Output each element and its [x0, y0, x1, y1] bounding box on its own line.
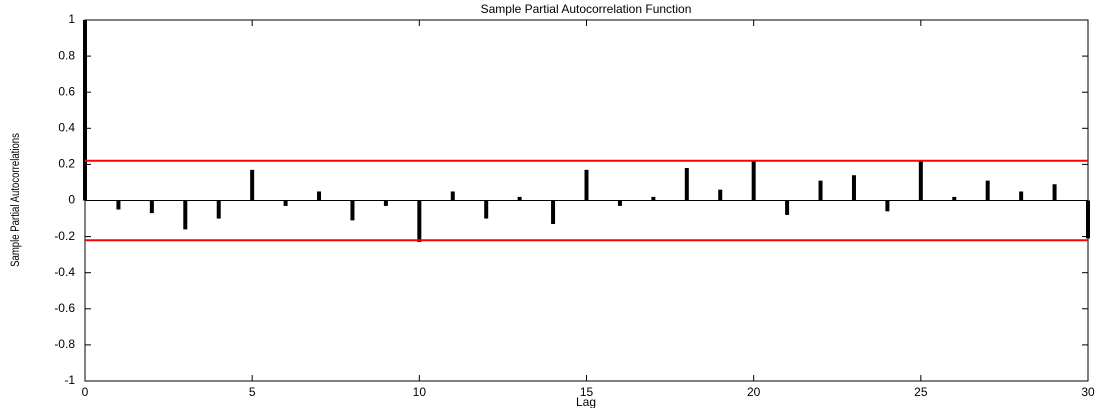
stem — [149, 200, 154, 214]
stem — [985, 180, 990, 201]
x-tick-label: 15 — [580, 385, 594, 399]
y-tick-label: 0.6 — [58, 84, 75, 98]
y-tick-label: -0.8 — [54, 337, 75, 351]
x-tick-label: 25 — [914, 385, 928, 399]
y-tick-label: 1 — [68, 12, 75, 26]
stem — [885, 200, 890, 212]
stem — [517, 196, 522, 201]
y-tick-label: -0.4 — [54, 265, 75, 279]
stem — [1052, 184, 1057, 201]
x-tick-label: 10 — [413, 385, 427, 399]
chart-title: Sample Partial Autocorrelation Function — [481, 2, 692, 16]
stem — [617, 200, 622, 206]
y-tick-label: 0.2 — [58, 157, 75, 171]
stem — [684, 168, 689, 201]
stem — [417, 200, 422, 243]
y-tick-label: 0.8 — [58, 48, 75, 62]
stem — [83, 20, 87, 201]
stem — [484, 200, 489, 219]
stem — [183, 200, 188, 230]
y-tick-label: -0.2 — [54, 229, 75, 243]
stem — [551, 200, 556, 224]
x-tick-label: 0 — [82, 385, 89, 399]
stem — [383, 200, 388, 206]
stem — [450, 191, 455, 201]
stem — [283, 200, 288, 206]
stem — [818, 180, 823, 201]
stem — [584, 169, 589, 201]
y-tick-label: 0 — [68, 193, 75, 207]
y-tick-label: -0.6 — [54, 301, 75, 315]
stem — [851, 175, 856, 201]
stem — [718, 189, 723, 201]
stem — [317, 191, 322, 201]
stem — [1086, 200, 1090, 239]
stem — [350, 200, 355, 221]
x-axis-label: Lag — [576, 395, 596, 408]
y-tick-label: -1 — [64, 373, 75, 387]
stem — [918, 160, 923, 201]
stem — [216, 200, 221, 219]
stem — [785, 200, 790, 215]
stem — [751, 160, 756, 201]
y-tick-label: 0.4 — [58, 120, 75, 134]
stem — [1019, 191, 1024, 201]
stem — [952, 196, 957, 201]
stem — [250, 169, 255, 201]
x-tick-label: 5 — [249, 385, 256, 399]
x-tick-label: 20 — [747, 385, 761, 399]
y-axis-label: Sample Partial Autocorrelations — [9, 133, 22, 267]
x-tick-label: 30 — [1081, 385, 1095, 399]
stem — [651, 196, 656, 201]
stem — [116, 200, 121, 210]
